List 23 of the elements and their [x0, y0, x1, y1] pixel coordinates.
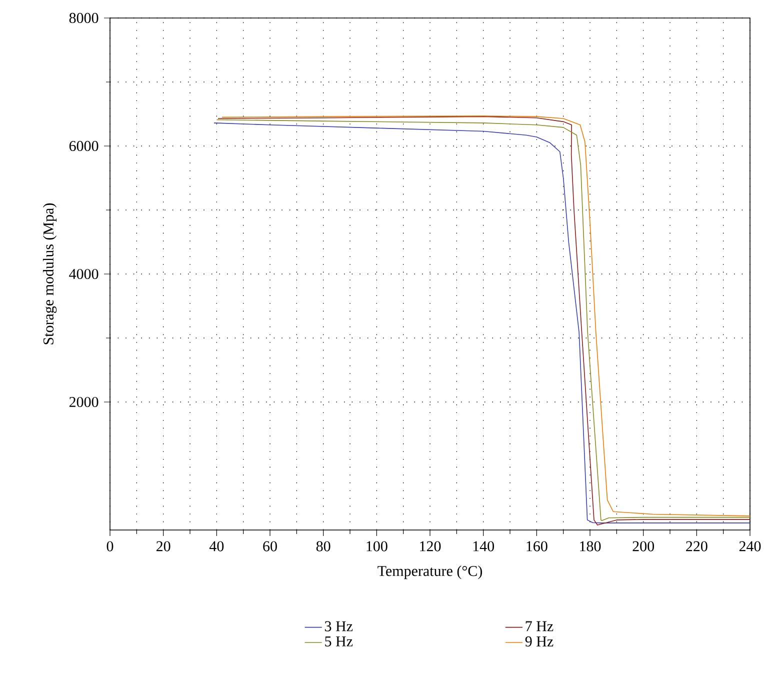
y-tick-label: 6000: [69, 140, 98, 152]
x-axis-title: Temperature (°C): [378, 566, 482, 580]
y-axis-title: Storage modulus (Mpa): [42, 203, 57, 344]
x-tick-label: 0: [106, 541, 114, 552]
x-tick-label: 60: [263, 541, 277, 552]
legend-label: 5 Hz: [325, 636, 353, 646]
y-tick-label: 2000: [69, 396, 98, 408]
x-tick-label: 20: [156, 541, 170, 552]
x-tick-label: 160: [526, 541, 548, 552]
x-tick-label: 120: [420, 541, 441, 552]
x-tick-label: 180: [580, 541, 601, 552]
x-tick-label: 100: [366, 541, 388, 552]
legend-label: 7 Hz: [526, 621, 554, 632]
y-tick-label: 4000: [69, 268, 98, 280]
x-tick-label: 40: [209, 541, 224, 552]
x-tick-label: 200: [632, 541, 654, 552]
x-tick-label: 80: [316, 541, 330, 552]
legend-label: 3 Hz: [324, 621, 353, 632]
x-tick-label: 140: [473, 541, 494, 552]
x-tick-label: 240: [739, 541, 761, 552]
legend-label: 9 Hz: [525, 636, 554, 646]
x-tick-label: 220: [686, 541, 708, 552]
y-tick-label: 8000: [69, 12, 98, 24]
